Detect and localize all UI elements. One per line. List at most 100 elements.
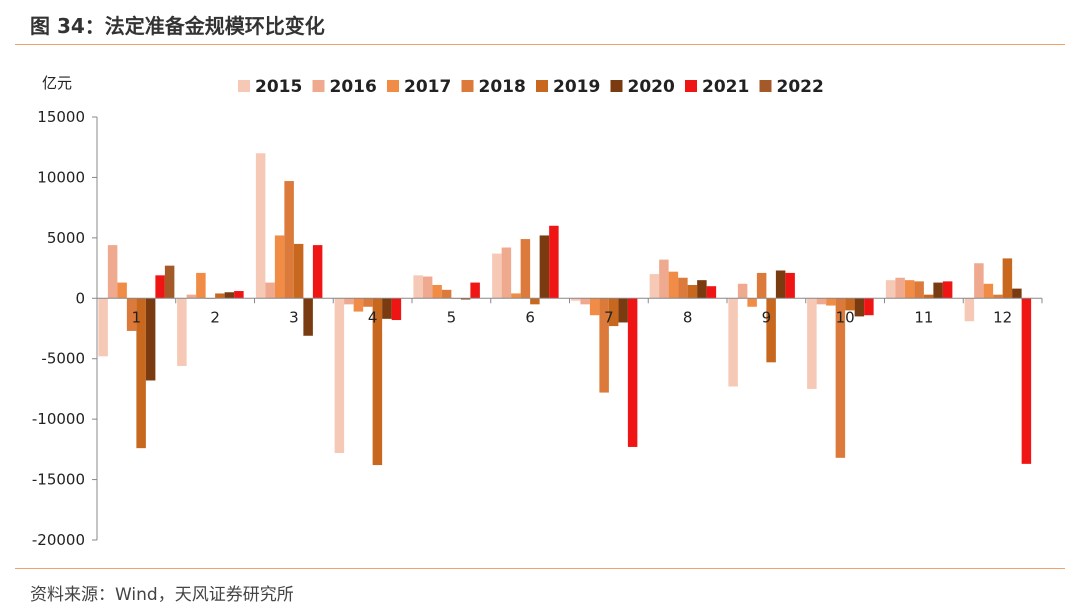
bar-2021-m10 [864,298,874,316]
bar-2015-m7 [570,298,581,301]
bar-chart: 亿元 2015 2016 2017 2018 2019 2020 2021 2022 1500… [32,74,1043,549]
bar-2020-m9 [775,270,786,299]
legend-swatch-2015 [238,80,250,92]
x-tick-label: 6 [525,308,535,326]
bar-2021-m2 [234,291,244,299]
bar-2015-m6 [492,253,502,299]
bar-2020-m10 [854,298,865,317]
bar-2015-m11 [885,280,896,299]
bar-2015-m5 [413,275,423,299]
bar-2017-m12 [983,283,994,299]
legend-label-2021: 2021 [702,77,749,97]
legend-label-2022: 2022 [777,77,824,97]
bar-2020-m4 [382,298,392,319]
bar-2021-m11 [942,281,953,299]
y-axis: 15000 10000 5000 0 -5000 -10000 -15000 -20000 [32,108,98,549]
bar-2015-m3 [255,153,266,299]
bar-2015-m8 [649,274,660,299]
x-tick-label: 7 [604,308,614,326]
bar-2018-m3 [284,181,294,299]
bar-2020-m3 [303,298,313,336]
legend-label-2017: 2017 [404,77,451,97]
legend-label-2015: 2015 [255,77,302,97]
x-tick-label: 11 [914,308,933,326]
bar-2016-m9 [737,283,748,299]
bar-2018-m11 [914,281,924,299]
bar-2017-m10 [826,298,836,306]
title-divider [15,44,1065,45]
bar-2017-m2 [196,272,206,299]
bar-2015-m9 [728,298,738,387]
legend-swatch-2016 [312,80,325,92]
y-tick-label: 0 [75,289,85,307]
bar-2020-m2 [224,292,235,299]
bar-2016-m12 [974,263,984,299]
bar-2020-m12 [1012,288,1022,299]
bar-2019-m11 [923,294,934,299]
x-tick-label: 4 [368,308,378,326]
bar-2021-m5 [470,282,480,299]
bar-2021-m4 [391,298,402,321]
bar-2017-m8 [668,271,679,299]
bar-2019-m8 [687,284,698,299]
bar-2019-m12 [1002,258,1013,299]
bar-2019-m3 [293,243,304,299]
y-tick-label: 15000 [37,108,85,126]
chart-legend: 2015 2016 2017 2018 2019 2020 2021 2022 [238,77,824,97]
bar-2016-m10 [816,298,827,305]
bar-2018-m6 [520,239,531,299]
legend-label-2018: 2018 [479,77,526,97]
bar-2018-m12 [993,294,1003,299]
bar-2021-m9 [785,272,795,299]
bar-2016-m6 [501,247,512,299]
bar-2020-m11 [933,282,943,299]
y-tick-label: -15000 [32,471,85,489]
bar-2021-m3 [312,245,323,299]
bar-2016-m2 [186,294,197,299]
chart-title: 图 34：法定准备金规模环比变化 [30,14,325,38]
bar-2016-m3 [265,282,275,299]
bar-2019-m7 [608,298,619,327]
bar-2018-m10 [835,298,846,458]
x-tick-label: 2 [210,308,220,326]
legend-label-2016: 2016 [330,77,377,97]
y-axis-unit-label: 亿元 [42,74,72,92]
y-tick-label: -5000 [41,350,85,368]
legend-swatch-2020 [610,80,623,92]
bar-2016-m4 [344,298,354,305]
bar-2021-m7 [627,298,638,447]
legend-swatch-2018 [461,80,474,92]
bar-2016-m8 [659,259,669,299]
bar-2019-m10 [845,298,855,311]
y-tick-label: 5000 [47,229,85,247]
bar-2016-m5 [422,276,433,299]
x-tick-label: 1 [132,308,142,326]
bar-2017-m3 [274,235,285,299]
bar-2019-m1 [136,298,146,449]
bar-2020-m1 [145,298,156,381]
legend-swatch-2019 [536,80,548,92]
x-tick-label: 8 [683,308,693,326]
bar-2017-m4 [353,298,364,312]
bar-2019-m9 [766,298,776,363]
bar-2017-m6 [511,293,521,299]
bar-2020-m8 [697,280,707,299]
bars [98,153,1032,466]
y-tick-label: 10000 [37,168,85,186]
x-tick-label: 5 [447,308,457,326]
bar-2017-m11 [904,280,915,299]
bar-2021-m12 [1021,298,1032,464]
bar-2015-m10 [807,298,817,389]
footer-divider [15,568,1065,569]
source-note: 资料来源：Wind，天风证券研究所 [30,585,294,605]
bar-2021-m1 [155,275,165,299]
legend-label-2020: 2020 [628,77,675,97]
y-tick-label: -20000 [32,531,85,549]
bar-2017-m7 [589,298,600,316]
bar-2015-m1 [98,298,108,357]
bar-2015-m2 [177,298,187,366]
bar-2015-m12 [964,298,975,322]
bar-2022-m1 [164,265,175,299]
bar-2015-m4 [334,298,345,453]
x-tick-label: 12 [993,308,1012,326]
